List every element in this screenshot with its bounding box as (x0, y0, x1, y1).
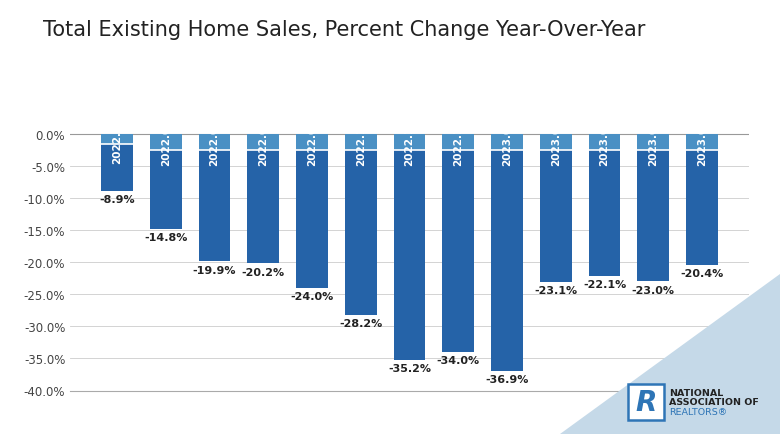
Text: 2022.06: 2022.06 (161, 118, 171, 166)
Text: 2022.11: 2022.11 (405, 118, 414, 166)
Polygon shape (560, 274, 780, 434)
Text: -22.1%: -22.1% (583, 279, 626, 289)
Bar (101, 135, 133, 191)
Bar (442, 135, 474, 150)
FancyBboxPatch shape (628, 384, 664, 420)
Bar (540, 135, 572, 283)
Text: -19.9%: -19.9% (193, 265, 236, 275)
Text: -8.9%: -8.9% (99, 194, 135, 204)
Text: -20.2%: -20.2% (242, 267, 285, 277)
Text: -23.0%: -23.0% (632, 285, 675, 295)
Bar (296, 135, 328, 150)
Bar (540, 135, 572, 150)
Bar (101, 135, 133, 145)
Bar (394, 135, 425, 360)
Text: -36.9%: -36.9% (485, 374, 529, 384)
Text: ASSOCIATION OF: ASSOCIATION OF (669, 398, 759, 407)
Text: 2022.08: 2022.08 (258, 118, 268, 166)
Text: -24.0%: -24.0% (290, 291, 334, 301)
Bar (394, 135, 425, 150)
Text: 2023.04: 2023.04 (648, 118, 658, 166)
Bar (589, 135, 620, 276)
Text: 2022.09: 2022.09 (307, 119, 317, 166)
Text: 2022.12: 2022.12 (453, 118, 463, 166)
Text: 2022.05: 2022.05 (112, 116, 122, 163)
Bar (491, 135, 523, 371)
Bar (589, 135, 620, 150)
Bar (637, 135, 669, 282)
Text: 2022.07: 2022.07 (209, 118, 219, 166)
Text: 2023.01: 2023.01 (502, 118, 512, 166)
Bar (150, 135, 182, 229)
Text: -34.0%: -34.0% (437, 355, 480, 365)
Text: 2022.10: 2022.10 (356, 118, 366, 166)
Bar (296, 135, 328, 288)
Text: -23.1%: -23.1% (534, 286, 577, 296)
Bar (247, 135, 279, 264)
Bar (247, 135, 279, 150)
Text: -28.2%: -28.2% (339, 318, 382, 328)
Text: 2023.05: 2023.05 (697, 118, 707, 166)
Bar (199, 135, 230, 262)
Bar (199, 135, 230, 150)
Text: R: R (636, 388, 657, 416)
Text: -14.8%: -14.8% (144, 232, 187, 242)
Bar (686, 135, 718, 150)
Text: -20.4%: -20.4% (680, 268, 724, 278)
Text: NATIONAL: NATIONAL (669, 388, 723, 398)
Bar (442, 135, 474, 352)
Bar (637, 135, 669, 150)
Text: Total Existing Home Sales, Percent Change Year-Over-Year: Total Existing Home Sales, Percent Chang… (43, 20, 645, 39)
Text: 2023.02: 2023.02 (551, 118, 561, 166)
Bar (150, 135, 182, 150)
Text: REALTORS®: REALTORS® (669, 408, 727, 417)
Bar (345, 135, 377, 150)
Bar (345, 135, 377, 315)
Bar (686, 135, 718, 265)
Text: 2023.03: 2023.03 (600, 118, 610, 166)
Text: -35.2%: -35.2% (388, 363, 431, 373)
Bar (491, 135, 523, 150)
